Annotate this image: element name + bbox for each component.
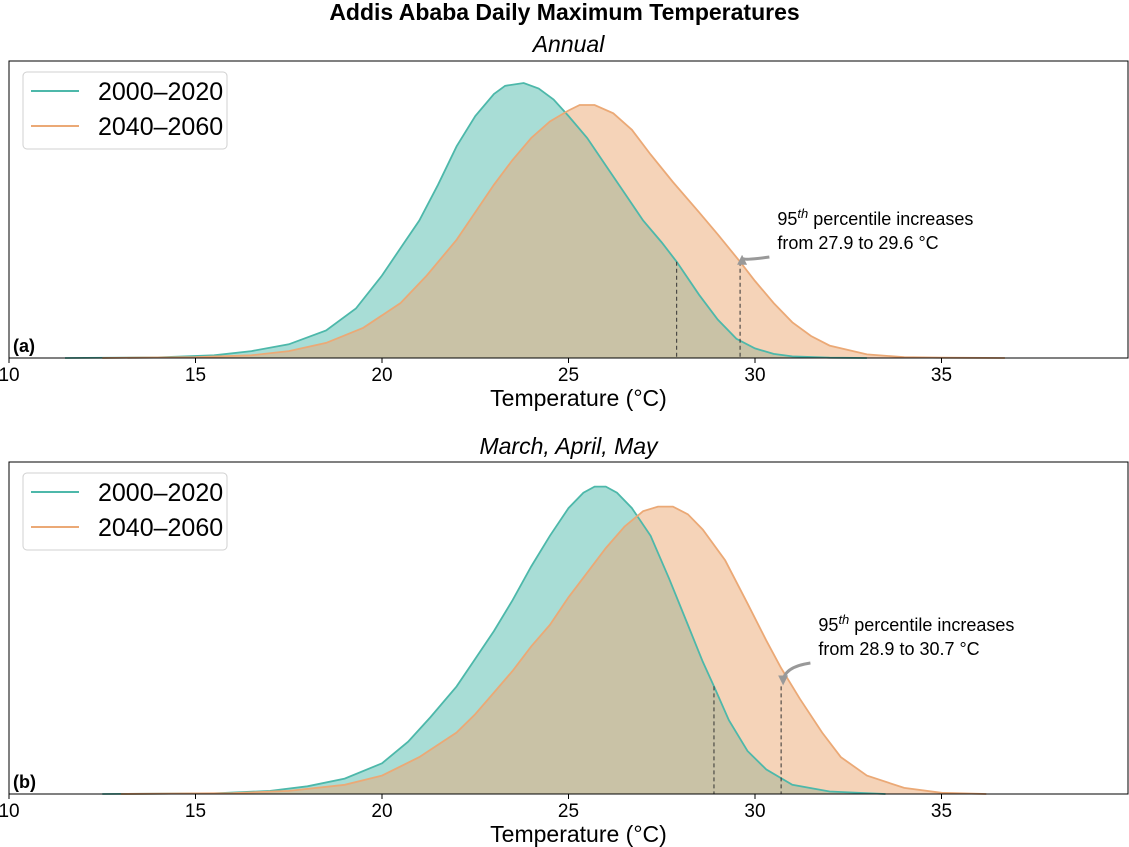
x-tick-label: 35 — [931, 365, 952, 386]
annotation-arrow — [737, 254, 770, 265]
annotation-rest: percentile increases — [808, 209, 973, 229]
legend: 2000–2020 2040–2060 — [22, 71, 228, 150]
annotation-rest: percentile increases — [849, 615, 1014, 635]
x-tick-label: 20 — [371, 365, 392, 386]
x-axis-label: Temperature (°C) — [490, 385, 667, 411]
x-tick-label: 25 — [558, 801, 579, 822]
panel-b: March, April, May 10 15 20 25 30 35 Temperature… — [0, 433, 1129, 847]
series-line-2040-2060 — [102, 104, 1005, 359]
area-fill-overlap — [102, 112, 867, 358]
panel-tag: (b) — [13, 772, 36, 792]
figure-title: Addis Ababa Daily Maximum Temperatures — [329, 0, 800, 25]
legend-label: 2040–2060 — [98, 514, 223, 542]
x-tick-label: 30 — [744, 801, 765, 822]
series-line-2000-2020 — [102, 485, 886, 795]
area-fill-overlap — [120, 516, 886, 794]
panel-title: March, April, May — [479, 433, 659, 459]
series-line-2000-2020 — [64, 82, 867, 359]
annotation-line-2: from 28.9 to 30.7 °C — [818, 639, 979, 659]
annotation-prefix: 95 — [818, 615, 838, 635]
panel-tag: (a) — [13, 336, 35, 356]
annotation-line-1: 95th percentile increases — [777, 206, 973, 229]
x-tick-label: 25 — [558, 365, 579, 386]
series-line-2040-2060 — [120, 505, 987, 795]
panel-title: Annual — [531, 31, 606, 57]
annotation-arrow — [778, 661, 811, 686]
x-tick-label: 10 — [0, 365, 20, 386]
x-tick-label: 20 — [371, 801, 392, 822]
legend-label: 2000–2020 — [98, 78, 223, 106]
annotation-line-1: 95th percentile increases — [818, 612, 1014, 635]
x-tick-label: 35 — [931, 801, 952, 822]
x-tick-label: 30 — [744, 365, 765, 386]
x-tick-label: 15 — [185, 801, 206, 822]
annotation-superscript: th — [838, 612, 849, 627]
legend-label: 2040–2060 — [98, 113, 223, 141]
x-axis-label: Temperature (°C) — [490, 821, 667, 847]
annotation-prefix: 95 — [777, 209, 797, 229]
x-tick-label: 15 — [185, 365, 206, 386]
legend-label: 2000–2020 — [98, 479, 223, 507]
x-tick-label: 10 — [0, 801, 20, 822]
annotation-line-2: from 27.9 to 29.6 °C — [777, 233, 938, 253]
panel-a: Annual 10 15 20 25 30 35 Temperature (°C) (a) 200… — [0, 31, 1129, 411]
legend: 2000–2020 2040–2060 — [22, 472, 228, 551]
annotation-superscript: th — [797, 206, 808, 221]
